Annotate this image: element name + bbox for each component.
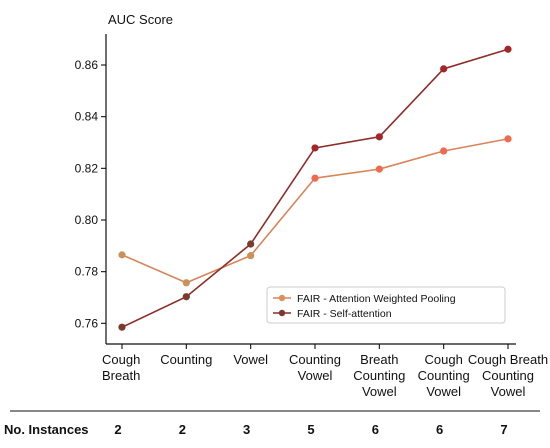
- legend-box: [266, 286, 506, 324]
- x-tick-label: Counting Vowel: [289, 352, 341, 383]
- x-tick-label-line: Cough: [425, 352, 463, 367]
- data-point: [311, 174, 319, 182]
- x-tick-label-line: Counting: [353, 368, 405, 383]
- row-value: 6: [372, 422, 379, 437]
- x-tick-label-line: Vowel: [298, 368, 333, 383]
- legend-label: FAIR - Attention Weighted Pooling: [297, 293, 456, 305]
- y-axis-label: AUC Score: [108, 12, 173, 27]
- x-tick-label: Cough Breath Counting Vowel: [468, 352, 548, 399]
- x-tick-label-line: Counting: [160, 352, 212, 367]
- legend: FAIR - Attention Weighted Pooling FAIR - …: [266, 286, 506, 324]
- data-point: [440, 65, 448, 73]
- x-tick-label: Breath Counting Vowel: [353, 352, 405, 399]
- data-point: [504, 135, 512, 143]
- y-tick-label: 0.78: [75, 265, 99, 279]
- x-tick-label-line: Counting: [418, 368, 470, 383]
- row-title: No. Instances: [4, 422, 89, 437]
- x-tick-label: Vowel: [233, 352, 268, 367]
- data-point: [182, 293, 190, 301]
- series-line: [121, 48, 509, 328]
- data-point: [440, 147, 448, 155]
- series-1: [118, 135, 512, 287]
- x-tick-label: Cough Counting Vowel: [418, 352, 470, 399]
- legend-label: FAIR - Self-attention: [297, 308, 392, 320]
- data-point: [118, 251, 126, 259]
- instances-row: No. Instances 2 2 3 5 6 6 7: [4, 410, 540, 437]
- series-layer: [118, 45, 512, 331]
- y-axis: 0.76 0.78 0.80 0.82 0.84 0.86: [75, 34, 107, 344]
- y-tick-label: 0.80: [75, 213, 99, 227]
- legend-swatch-marker: [278, 309, 286, 317]
- x-tick-label-line: Vowel: [426, 384, 461, 399]
- row-value: 2: [179, 422, 186, 437]
- series-2: [118, 45, 512, 331]
- data-point: [375, 165, 383, 173]
- y-tick-label: 0.76: [75, 316, 99, 330]
- y-tick-label: 0.84: [75, 110, 99, 124]
- x-tick-label-line: Breath: [360, 352, 398, 367]
- x-tick-label-line: Counting: [289, 352, 341, 367]
- data-point: [118, 323, 126, 331]
- row-value: 7: [500, 422, 507, 437]
- data-point: [247, 252, 255, 260]
- x-tick-label: Cough Breath: [102, 352, 140, 383]
- x-tick-label-line: Breath: [102, 368, 140, 383]
- data-point: [182, 279, 190, 287]
- x-tick-label-line: Cough: [102, 352, 140, 367]
- row-value: 6: [436, 422, 443, 437]
- y-tick-label: 0.86: [75, 58, 99, 72]
- x-tick-label-line: Vowel: [491, 384, 526, 399]
- x-tick-label-line: Counting: [482, 368, 534, 383]
- data-point: [375, 133, 383, 141]
- series-line: [121, 138, 509, 284]
- legend-swatch-marker: [278, 294, 286, 302]
- data-point: [247, 240, 255, 248]
- row-value: 5: [307, 422, 314, 437]
- x-tick-label-line: Vowel: [362, 384, 397, 399]
- x-tick-label-line: Cough Breath: [468, 352, 548, 367]
- data-point: [504, 45, 512, 53]
- row-value: 3: [243, 422, 250, 437]
- x-tick-label-line: Vowel: [233, 352, 268, 367]
- row-value: 2: [114, 422, 121, 437]
- data-point: [311, 144, 319, 152]
- x-tick-label: Counting: [160, 352, 212, 367]
- y-tick-label: 0.82: [75, 161, 99, 175]
